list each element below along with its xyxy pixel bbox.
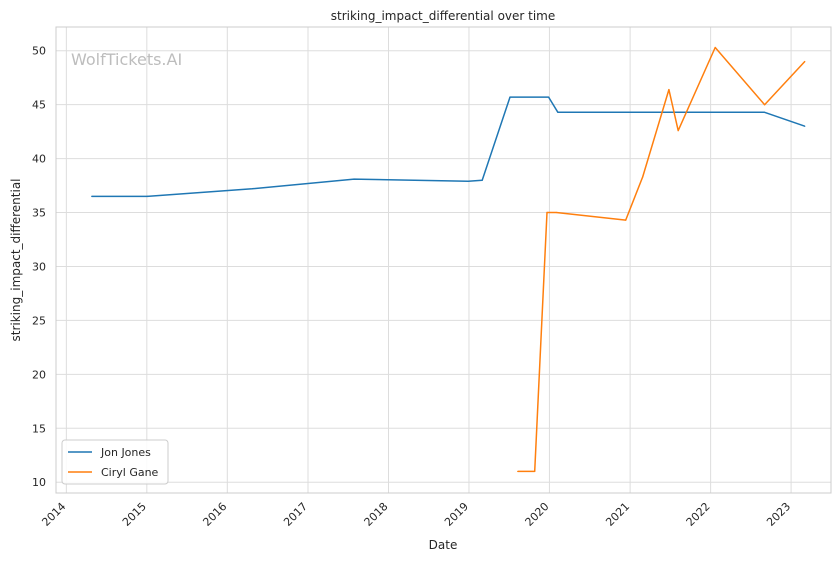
y-tick-label: 25 bbox=[32, 314, 46, 327]
y-axis-title: striking_impact_differential bbox=[9, 178, 23, 341]
data-point-jon-jones bbox=[763, 111, 765, 113]
data-point-jon-jones bbox=[146, 195, 148, 197]
watermark: WolfTickets.AI bbox=[71, 50, 182, 69]
y-tick-label: 50 bbox=[32, 45, 46, 58]
legend-box bbox=[61, 439, 169, 485]
data-point-ciryl-gane bbox=[555, 211, 557, 214]
data-point-jon-jones bbox=[251, 188, 253, 190]
y-tick-label: 30 bbox=[32, 260, 46, 273]
chart-title: striking_impact_differential over time bbox=[331, 9, 556, 23]
x-axis-title: Date bbox=[429, 538, 458, 552]
plot-frame bbox=[55, 26, 832, 494]
y-tick-label: 10 bbox=[32, 476, 46, 489]
data-point-jon-jones bbox=[804, 125, 806, 127]
plot-area bbox=[56, 27, 831, 493]
data-point-jon-jones bbox=[509, 96, 511, 98]
data-point-ciryl-gane bbox=[804, 60, 806, 63]
data-point-jon-jones bbox=[557, 111, 559, 113]
data-point-ciryl-gane bbox=[546, 211, 548, 214]
y-tick-labels: 10 15 20 25 30 35 40 45 50 bbox=[32, 45, 46, 489]
data-point-ciryl-gane bbox=[625, 219, 627, 221]
y-tick-label: 40 bbox=[32, 153, 46, 166]
data-point-ciryl-gane bbox=[668, 88, 670, 91]
data-point-jon-jones bbox=[547, 96, 550, 98]
data-point-ciryl-gane bbox=[714, 46, 716, 49]
data-point-ciryl-gane bbox=[534, 470, 536, 473]
legend-label-jon-jones: Jon Jones bbox=[100, 446, 151, 459]
data-point-ciryl-gane bbox=[764, 104, 766, 106]
data-point-jon-jones bbox=[353, 178, 355, 180]
data-point-jon-jones bbox=[91, 195, 93, 197]
series-layer bbox=[91, 46, 806, 473]
data-point-ciryl-gane bbox=[642, 176, 644, 178]
legend: Jon Jones Ciryl Gane bbox=[61, 439, 169, 485]
grid bbox=[56, 27, 831, 493]
y-tick-label: 45 bbox=[32, 99, 46, 112]
y-tick-label: 15 bbox=[32, 422, 46, 435]
data-point-ciryl-gane bbox=[517, 470, 519, 473]
legend-label-ciryl-gane: Ciryl Gane bbox=[101, 466, 159, 479]
y-tick-label: 35 bbox=[32, 207, 46, 220]
y-tick-label: 20 bbox=[32, 368, 46, 381]
data-point-jon-jones bbox=[481, 179, 483, 181]
data-point-jon-jones bbox=[467, 180, 469, 182]
data-point-ciryl-gane bbox=[677, 129, 679, 132]
